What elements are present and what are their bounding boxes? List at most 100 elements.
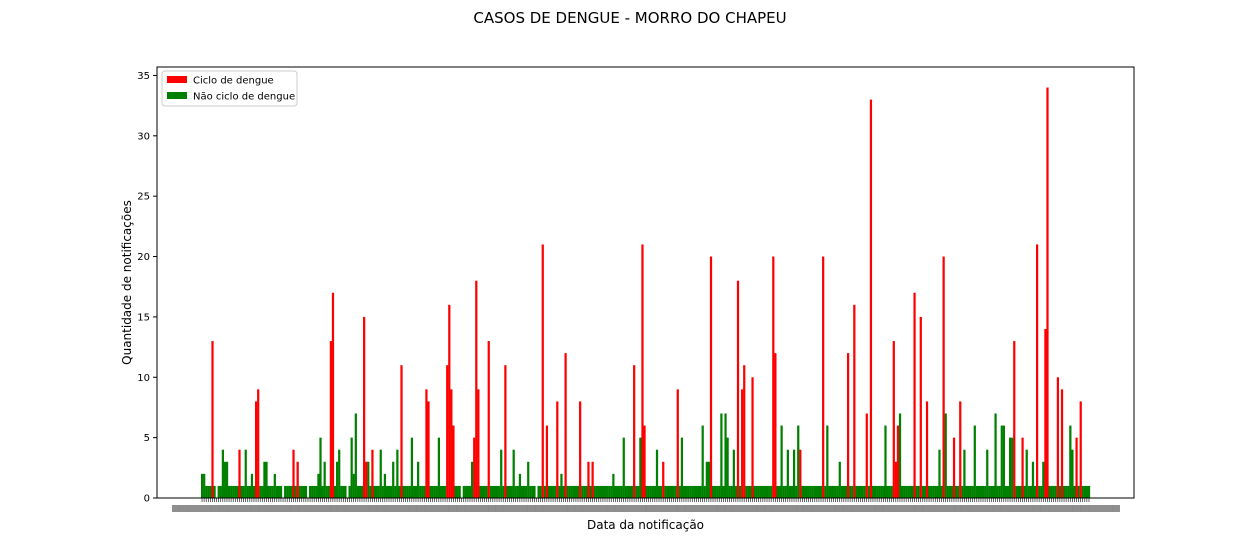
bar-non-cycle	[1063, 485, 1066, 498]
bar-non-cycle	[543, 485, 546, 498]
bar-non-cycle	[317, 473, 320, 498]
bar-non-cycle	[315, 485, 318, 498]
x-tick-label	[788, 505, 797, 512]
bar-non-cycle	[406, 485, 409, 498]
bar-non-cycle	[824, 485, 827, 498]
bar-non-cycle	[429, 485, 432, 498]
bar-non-cycle	[863, 485, 866, 498]
bar-non-cycle	[273, 473, 276, 498]
bar-non-cycle	[259, 485, 262, 498]
bar-non-cycle	[849, 485, 852, 498]
bar-non-cycle	[811, 485, 814, 498]
bar-non-cycle	[1025, 449, 1028, 498]
bar-non-cycle	[1011, 437, 1014, 498]
bar-cycle	[942, 256, 945, 498]
bar-non-cycle	[707, 461, 711, 498]
bar-non-cycle	[381, 485, 384, 498]
bar-non-cycle	[1040, 485, 1043, 498]
x-tick-label	[717, 505, 725, 512]
x-tick-label	[266, 505, 275, 512]
x-tick-label	[685, 505, 694, 512]
x-tick-label	[661, 505, 670, 512]
x-tick-label	[653, 505, 662, 512]
x-tick-label	[890, 505, 899, 512]
bar-non-cycle	[905, 485, 908, 498]
bar-non-cycle	[994, 413, 997, 498]
x-tick-label	[693, 505, 702, 512]
bar-non-cycle	[981, 485, 985, 498]
x-tick-label	[519, 505, 528, 512]
bar-non-cycle	[714, 485, 717, 498]
x-tick-label	[179, 505, 188, 512]
bar-non-cycle	[228, 485, 231, 498]
legend-box	[161, 70, 298, 107]
bar-cycle	[446, 365, 449, 498]
bar-non-cycle	[724, 413, 727, 498]
bar-non-cycle	[969, 485, 972, 498]
x-tick-label	[724, 505, 733, 512]
bar-non-cycle	[606, 485, 609, 498]
bar-non-cycle	[529, 485, 532, 498]
bar-non-cycle	[595, 485, 598, 498]
bar-non-cycle	[342, 485, 345, 498]
bar-non-cycle	[485, 485, 488, 498]
bar-cycle	[919, 316, 922, 498]
bar-non-cycle	[466, 485, 470, 498]
legend-label-cycle: Ciclo de dengue	[193, 76, 274, 87]
bar-non-cycle	[747, 485, 750, 498]
bar-non-cycle	[790, 485, 794, 498]
x-tick-label	[914, 505, 923, 512]
x-tick-label	[567, 505, 575, 512]
x-tick-label	[1096, 505, 1105, 512]
x-tick-label	[495, 505, 504, 512]
bar-non-cycle	[776, 485, 779, 498]
y-tick-label: 35	[137, 71, 150, 82]
x-tick-label	[543, 505, 552, 512]
x-tick-label	[306, 505, 315, 512]
bar-non-cycle	[859, 485, 862, 498]
y-tick-label: 10	[137, 373, 150, 384]
x-tick-label	[195, 505, 204, 512]
bar-non-cycle	[921, 485, 924, 498]
bar-non-cycle	[221, 449, 224, 498]
bar-non-cycle	[1054, 485, 1057, 498]
x-tick-label	[377, 505, 386, 512]
bar-non-cycle	[267, 485, 270, 498]
bar-non-cycle	[1073, 485, 1076, 498]
bar-non-cycle	[423, 485, 426, 498]
bar-cycle	[1060, 389, 1064, 498]
bar-non-cycle	[321, 485, 324, 498]
bar-non-cycle	[367, 461, 370, 498]
bar-non-cycle	[653, 485, 657, 498]
bar-cycle	[587, 461, 590, 498]
bar-non-cycle	[680, 437, 684, 498]
bar-non-cycle	[1002, 425, 1005, 498]
x-tick-label	[551, 505, 560, 512]
bar-non-cycle	[890, 485, 893, 498]
bar-non-cycle	[279, 485, 283, 498]
bar-non-cycle	[649, 485, 652, 498]
bar-non-cycle	[678, 485, 681, 498]
bar-cycle	[1044, 328, 1047, 498]
bar-non-cycle	[325, 485, 328, 498]
bar-non-cycle	[614, 485, 617, 498]
bar-non-cycle	[568, 485, 571, 498]
x-tick-label-band	[172, 505, 1120, 512]
bar-non-cycle	[639, 437, 642, 498]
bar-non-cycle	[1067, 485, 1070, 498]
bar-non-cycle	[203, 473, 206, 498]
x-tick-label	[527, 505, 536, 512]
bar-non-cycle	[558, 485, 561, 498]
x-tick-label	[511, 505, 520, 512]
bar-cycle	[579, 401, 582, 498]
bar-cycle	[541, 244, 544, 498]
legend-label-non-cycle: Não ciclo de dengue	[193, 92, 295, 103]
bar-non-cycle	[674, 485, 677, 498]
bar-non-cycle	[940, 485, 943, 498]
x-tick-label	[274, 505, 283, 512]
x-tick-label	[1009, 505, 1018, 512]
x-tick-label	[969, 505, 978, 512]
bar-cycle	[633, 365, 636, 498]
bar-non-cycle	[1004, 485, 1008, 498]
bar-non-cycle	[628, 485, 632, 498]
